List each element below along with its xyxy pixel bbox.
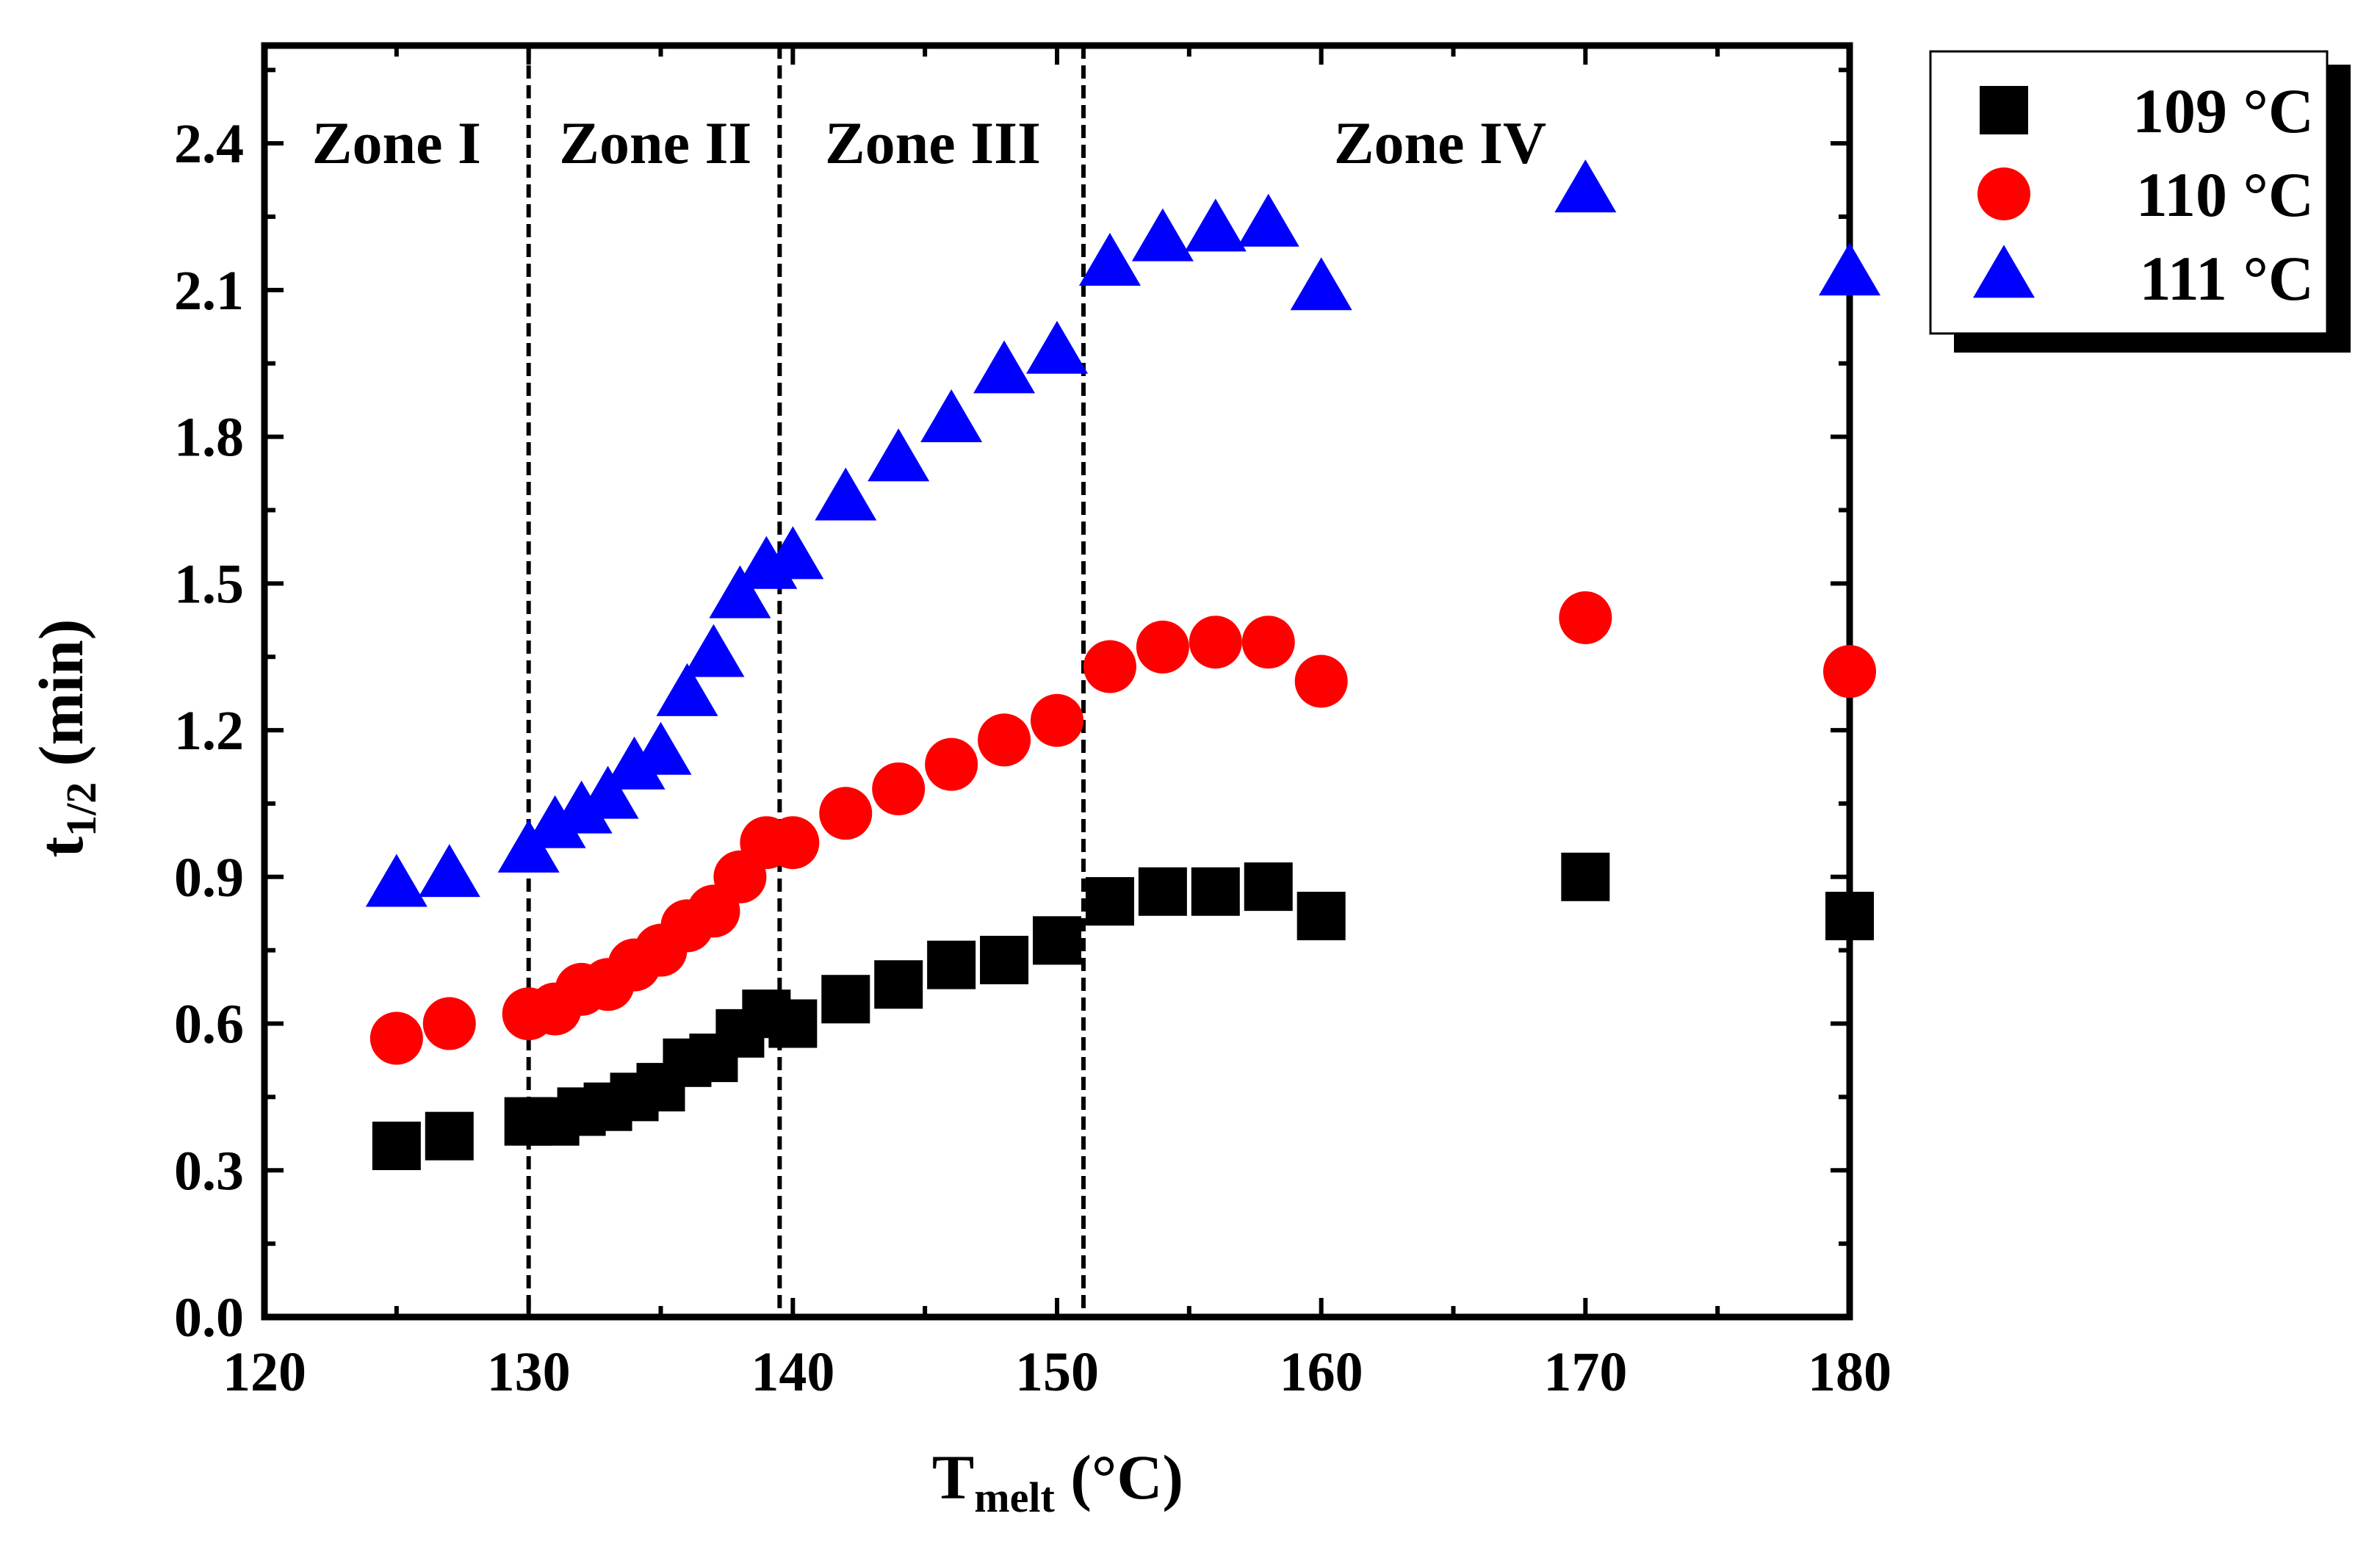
y-tick-label-0.6: 0.6 — [174, 994, 244, 1056]
data-point-triangle-8 — [630, 721, 692, 775]
y-tick-label-0.9: 0.9 — [174, 847, 244, 909]
legend-label-1: 109 °C — [2132, 76, 2314, 146]
x-tick-label-130: 130 — [487, 1341, 571, 1403]
data-point-circle-25 — [1823, 645, 1876, 699]
data-point-circle-23 — [1294, 654, 1348, 708]
data-point-triangle-7 — [603, 736, 666, 790]
data-point-triangle-1 — [365, 854, 428, 907]
data-point-square-20 — [1138, 867, 1187, 916]
y-axis-title-unit: (min) — [26, 619, 96, 782]
data-point-square-19 — [1085, 877, 1134, 926]
data-point-triangle-16 — [920, 389, 983, 443]
data-point-circle-1 — [369, 1011, 423, 1065]
data-point-triangle-5 — [550, 780, 613, 834]
data-point-square-25 — [1825, 892, 1874, 941]
x-tick-label-120: 120 — [223, 1341, 306, 1403]
data-point-triangle-24 — [1554, 159, 1617, 213]
x-axis-title-sub: melt — [974, 1473, 1055, 1521]
data-point-triangle-15 — [868, 428, 930, 482]
data-point-triangle-21 — [1184, 198, 1247, 252]
y-tick-label-2.4: 2.4 — [174, 113, 244, 175]
data-point-circle-14 — [819, 787, 873, 840]
zone-labels: Zone I Zone II Zone III Zone IV — [312, 109, 1546, 176]
data-point-circle-15 — [872, 762, 926, 815]
data-point-circle-2 — [422, 997, 476, 1050]
data-point-triangle-18 — [1026, 320, 1088, 374]
data-point-circle-16 — [925, 737, 978, 791]
data-point-triangle-25 — [1819, 242, 1880, 296]
x-axis-title-unit: (°C) — [1055, 1442, 1183, 1512]
y-tick-label-1.2: 1.2 — [174, 700, 244, 762]
data-point-square-21 — [1191, 867, 1240, 916]
x-ticks — [262, 46, 1852, 1317]
x-tick-label-170: 170 — [1543, 1341, 1627, 1403]
legend: 109 °C 110 °C 111 °C — [1929, 50, 2351, 353]
data-point-circle-22 — [1241, 616, 1295, 669]
y-tick-labels: 0.0 0.3 0.6 0.9 1.2 1.5 1.8 2.1 2.4 — [174, 113, 244, 1349]
x-tick-label-160: 160 — [1280, 1341, 1363, 1403]
data-point-triangle-9 — [656, 663, 718, 716]
data-point-circle-13 — [766, 816, 820, 870]
data-point-square-16 — [927, 940, 976, 989]
zone-label-3: Zone III — [825, 109, 1041, 176]
data-point-circle-20 — [1136, 620, 1189, 674]
y-axis-title: t1/2 (min) — [26, 619, 105, 858]
data-point-square-22 — [1244, 862, 1293, 912]
data-point-triangle-11 — [709, 565, 771, 618]
data-point-triangle-23 — [1290, 257, 1352, 311]
x-tick-label-140: 140 — [751, 1341, 834, 1403]
data-point-square-17 — [980, 935, 1029, 984]
x-axis-title-main: T — [932, 1442, 974, 1512]
x-tick-labels: 120 130 140 150 160 170 180 — [223, 1341, 1892, 1403]
legend-label-2: 110 °C — [2136, 159, 2314, 230]
y-axis-title-sub: 1/2 — [57, 782, 105, 837]
legend-marker-circle — [1977, 167, 2030, 220]
data-point-triangle-17 — [973, 340, 1036, 394]
data-point-circle-21 — [1189, 616, 1242, 669]
y-tick-label-1.5: 1.5 — [174, 553, 244, 615]
zone-label-4: Zone IV — [1334, 109, 1546, 176]
y-tick-label-0.0: 0.0 — [174, 1287, 244, 1349]
data-point-circle-17 — [978, 713, 1031, 767]
data-point-square-14 — [821, 975, 870, 1024]
data-point-square-24 — [1561, 852, 1610, 901]
data-point-square-15 — [874, 960, 923, 1009]
series-109 — [372, 852, 1874, 1170]
data-point-square-23 — [1297, 892, 1346, 941]
data-point-square-2 — [425, 1111, 474, 1161]
y-axis-title-main: t — [26, 836, 96, 857]
data-point-triangle-2 — [418, 844, 480, 898]
data-point-triangle-10 — [682, 624, 745, 677]
series-111 — [365, 159, 1880, 907]
x-axis-title: Tmelt (°C) — [932, 1442, 1183, 1521]
y-tick-label-1.8: 1.8 — [174, 407, 244, 469]
data-point-triangle-20 — [1131, 208, 1194, 261]
data-point-square-18 — [1033, 916, 1081, 965]
legend-label-3: 111 °C — [2139, 243, 2314, 314]
data-point-triangle-22 — [1237, 193, 1299, 247]
data-point-triangle-19 — [1078, 232, 1141, 286]
data-point-triangle-4 — [524, 795, 586, 848]
data-point-square-1 — [372, 1121, 421, 1170]
y-ticks — [264, 68, 1850, 1319]
zone-label-1: Zone I — [312, 109, 481, 176]
series-110 — [369, 591, 1876, 1065]
data-point-circle-24 — [1559, 591, 1612, 644]
data-point-triangle-6 — [577, 765, 639, 819]
y-tick-label-0.3: 0.3 — [174, 1140, 244, 1202]
legend-marker-triangle — [1973, 245, 2035, 298]
x-tick-label-180: 180 — [1808, 1341, 1892, 1403]
data-point-circle-19 — [1083, 640, 1136, 693]
x-tick-label-150: 150 — [1015, 1341, 1099, 1403]
legend-entries: 109 °C 110 °C 111 °C — [1973, 76, 2314, 314]
y-tick-label-2.1: 2.1 — [174, 260, 244, 322]
data-point-triangle-13 — [762, 526, 824, 580]
data-point-circle-18 — [1031, 693, 1083, 747]
data-point-square-13 — [768, 999, 818, 1048]
zone-label-2: Zone II — [559, 109, 751, 176]
legend-marker-square — [1980, 86, 2028, 134]
data-point-triangle-14 — [815, 467, 877, 521]
